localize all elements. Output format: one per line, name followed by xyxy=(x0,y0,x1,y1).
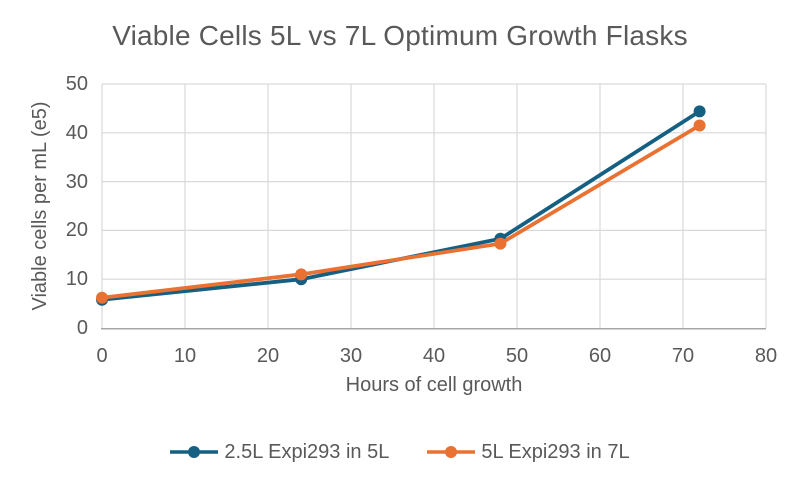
x-tick-label: 10 xyxy=(173,345,197,367)
x-tick-label: 20 xyxy=(256,345,280,367)
x-tick-label: 70 xyxy=(671,345,695,367)
y-tick-label: 10 xyxy=(65,268,88,291)
y-tick-label: 20 xyxy=(65,219,88,242)
data-point-marker-series2 xyxy=(494,237,507,250)
x-tick-label: 80 xyxy=(754,345,778,367)
x-tick-label: 30 xyxy=(339,345,363,367)
chart-title: Viable Cells 5L vs 7L Optimum Growth Fla… xyxy=(112,20,688,51)
legend-item-series2: 5L Expi293 in 7L xyxy=(427,440,630,464)
y-tick-label: 0 xyxy=(76,317,88,339)
legend-item-series1: 2.5L Expi293 in 5L xyxy=(170,440,389,464)
x-axis-title: Hours of cell growth xyxy=(345,374,523,396)
y-tick-label: 50 xyxy=(65,73,88,95)
y-tick-label: 30 xyxy=(65,170,88,193)
data-point-marker-series2 xyxy=(693,119,706,132)
y-tick-label: 40 xyxy=(65,121,88,144)
legend: 2.5L Expi293 in 5L 5L Expi293 in 7L xyxy=(0,440,800,464)
data-point-marker-series2 xyxy=(295,268,308,281)
data-point-marker-series2 xyxy=(96,291,108,304)
legend-label-series1: 2.5L Expi293 in 5L xyxy=(224,441,390,463)
data-point-marker-series1 xyxy=(693,105,706,118)
y-axis-title: Viable cells per mL (e5) xyxy=(29,101,51,311)
x-tick-label: 0 xyxy=(96,345,108,367)
x-tick-label: 60 xyxy=(588,345,612,367)
series2-legend-marker-icon xyxy=(427,446,476,458)
series-line-2 xyxy=(100,123,702,300)
x-tick-label: 50 xyxy=(505,345,529,367)
series-line-1 xyxy=(100,109,702,302)
legend-label-series2: 5L Expi293 in 7L xyxy=(481,441,630,463)
series1-legend-marker-icon xyxy=(170,446,219,458)
x-tick-label: 40 xyxy=(422,345,446,367)
